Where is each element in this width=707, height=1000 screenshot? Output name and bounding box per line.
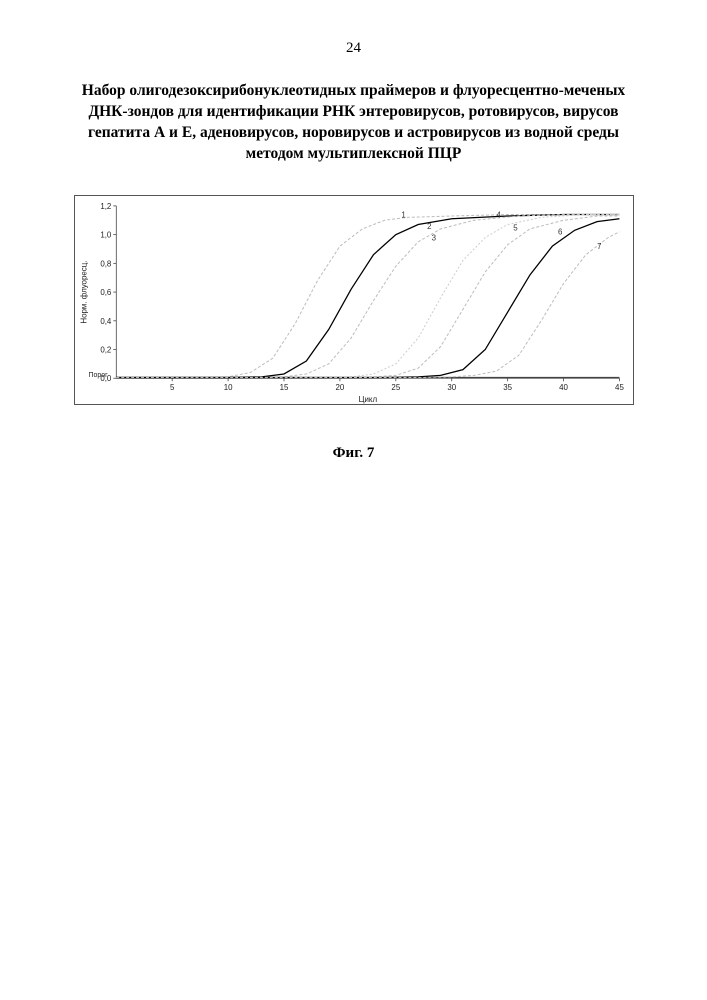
svg-text:10: 10 bbox=[223, 383, 232, 392]
svg-text:0,8: 0,8 bbox=[100, 259, 112, 268]
page: 24 Набор олигодезоксирибонуклеотидных пр… bbox=[0, 0, 707, 1000]
svg-text:1,0: 1,0 bbox=[100, 230, 112, 239]
svg-text:2: 2 bbox=[427, 222, 431, 231]
svg-text:0,2: 0,2 bbox=[100, 345, 111, 354]
svg-text:Норм. флуоресц.: Норм. флуоресц. bbox=[79, 260, 88, 323]
svg-text:1,2: 1,2 bbox=[100, 202, 111, 211]
svg-text:5: 5 bbox=[513, 223, 518, 232]
svg-text:15: 15 bbox=[279, 383, 288, 392]
svg-text:7: 7 bbox=[597, 242, 601, 251]
svg-text:4: 4 bbox=[496, 210, 501, 219]
document-title: Набор олигодезоксирибонуклеотидных прайм… bbox=[70, 81, 637, 165]
pcr-amplification-chart: 0,00,20,40,60,81,01,2Норм. флуоресц.5101… bbox=[74, 195, 634, 405]
svg-text:6: 6 bbox=[557, 227, 562, 236]
svg-text:5: 5 bbox=[169, 383, 174, 392]
svg-text:40: 40 bbox=[559, 383, 568, 392]
svg-text:25: 25 bbox=[391, 383, 400, 392]
page-number: 24 bbox=[60, 40, 647, 57]
svg-text:3: 3 bbox=[431, 233, 436, 242]
svg-text:20: 20 bbox=[335, 383, 344, 392]
figure-caption: Фиг. 7 bbox=[60, 445, 647, 462]
svg-text:45: 45 bbox=[615, 383, 624, 392]
svg-text:1: 1 bbox=[401, 210, 406, 219]
svg-text:35: 35 bbox=[503, 383, 512, 392]
svg-text:Цикл: Цикл bbox=[358, 395, 377, 404]
svg-text:30: 30 bbox=[447, 383, 456, 392]
chart-svg: 0,00,20,40,60,81,01,2Норм. флуоресц.5101… bbox=[75, 196, 633, 404]
svg-text:Порог: Порог bbox=[88, 372, 108, 379]
svg-text:0,6: 0,6 bbox=[100, 288, 112, 297]
svg-text:0,4: 0,4 bbox=[100, 316, 112, 325]
